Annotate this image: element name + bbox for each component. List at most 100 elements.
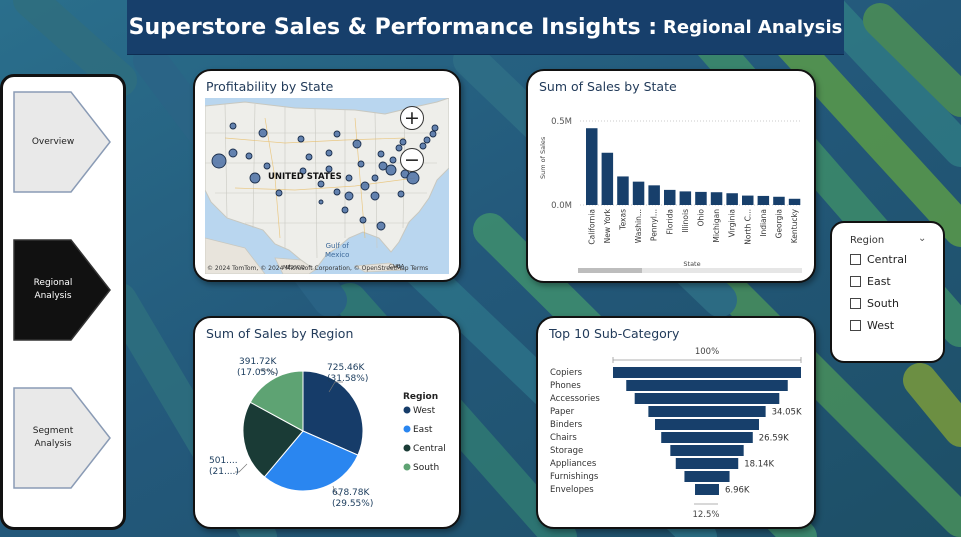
map-bubble[interactable] bbox=[423, 136, 431, 144]
slicer-option-east[interactable]: East bbox=[850, 275, 891, 288]
checkbox[interactable] bbox=[850, 254, 861, 265]
map-bubble[interactable] bbox=[275, 189, 283, 197]
checkbox[interactable] bbox=[850, 320, 861, 331]
bar-texas[interactable] bbox=[617, 176, 629, 205]
zoom-in-button[interactable]: + bbox=[400, 106, 424, 130]
map-bubble[interactable] bbox=[385, 164, 397, 176]
page-subtitle: Regional Analysis bbox=[663, 16, 843, 38]
map-bubble[interactable] bbox=[258, 128, 268, 138]
map-bubble[interactable] bbox=[357, 160, 365, 168]
map-bubble[interactable] bbox=[318, 199, 324, 205]
funnel-bar-chairs[interactable] bbox=[661, 432, 753, 443]
top-10-subcategory-funnel-chart[interactable]: 100% 12.5% Copiers Phones Accessories Paper… bbox=[538, 344, 814, 529]
horizontal-scrollbar-thumb[interactable] bbox=[578, 268, 642, 273]
funnel-bar-paper[interactable] bbox=[648, 406, 766, 417]
bar-ohio[interactable] bbox=[695, 191, 707, 205]
map-bubble[interactable] bbox=[378, 161, 388, 171]
nav-button-overview[interactable]: Overview bbox=[13, 91, 113, 193]
map-bubble[interactable] bbox=[344, 191, 354, 201]
slicer-option-south[interactable]: South bbox=[850, 297, 899, 310]
y-tick-label: 0.0M bbox=[551, 201, 572, 211]
nav-button-regional-analysis[interactable]: Regional Analysis bbox=[13, 239, 113, 341]
horizontal-scrollbar-track[interactable] bbox=[578, 268, 802, 273]
funnel-bar-envelopes[interactable] bbox=[695, 484, 719, 495]
map-bubble[interactable] bbox=[419, 142, 427, 150]
map-bubble[interactable] bbox=[352, 139, 362, 149]
map-bubble[interactable] bbox=[397, 190, 405, 198]
bar-kentucky[interactable] bbox=[788, 198, 801, 205]
bar-north-c[interactable] bbox=[742, 195, 754, 205]
map-bubble[interactable] bbox=[429, 130, 437, 138]
pie-slice-central[interactable] bbox=[242, 401, 304, 478]
funnel-bar-furnishings[interactable] bbox=[684, 471, 730, 482]
map-bubble[interactable] bbox=[345, 174, 353, 182]
bar-new-york[interactable] bbox=[601, 152, 614, 205]
funnel-category-label: Copiers bbox=[550, 368, 583, 378]
funnel-bar-appliances[interactable] bbox=[675, 458, 739, 469]
map-bubble[interactable] bbox=[299, 167, 307, 175]
slicer-option-central[interactable]: Central bbox=[850, 253, 907, 266]
bar-florida[interactable] bbox=[664, 189, 676, 205]
map-bubble[interactable] bbox=[360, 181, 370, 191]
bar-virginia[interactable] bbox=[726, 193, 738, 205]
legend-label-central[interactable]: Central bbox=[413, 444, 446, 454]
funnel-category-label: Binders bbox=[550, 420, 583, 430]
x-tick-label: Indiana bbox=[759, 209, 768, 237]
map-bubble[interactable] bbox=[211, 153, 227, 169]
checkbox[interactable] bbox=[850, 298, 861, 309]
funnel-bar-phones[interactable] bbox=[626, 380, 788, 391]
map-bubble[interactable] bbox=[317, 180, 325, 188]
map-bubble[interactable] bbox=[245, 152, 253, 160]
pie-slice-west[interactable] bbox=[302, 370, 364, 456]
map-bubble[interactable] bbox=[341, 206, 349, 214]
map-bubble[interactable] bbox=[228, 148, 238, 158]
x-tick-label: California bbox=[587, 209, 596, 245]
map-bubble[interactable] bbox=[325, 165, 333, 173]
map-bubble[interactable] bbox=[389, 156, 397, 164]
zoom-out-button[interactable]: − bbox=[400, 148, 424, 172]
legend-label-east[interactable]: East bbox=[413, 425, 433, 435]
funnel-bar-accessories[interactable] bbox=[634, 393, 780, 404]
map-bubble[interactable] bbox=[249, 172, 261, 184]
map-bubble[interactable] bbox=[377, 150, 385, 158]
bar-georgia[interactable] bbox=[773, 196, 785, 205]
sales-by-state-chart[interactable]: 0.5M 0.0M Sum of Sales State California N… bbox=[528, 97, 814, 281]
sales-by-region-pie-chart[interactable]: 725.46K (31.58%) 678.78K (29.55%) 501...… bbox=[195, 344, 459, 528]
nav-button-segment-analysis[interactable]: Segment Analysis bbox=[13, 387, 113, 489]
map-bubble[interactable] bbox=[431, 124, 439, 132]
map-bubble[interactable] bbox=[325, 149, 333, 157]
map-bubble[interactable] bbox=[305, 153, 313, 161]
map-bubble[interactable] bbox=[406, 171, 420, 185]
map-bubble[interactable] bbox=[229, 122, 237, 130]
bar-indiana[interactable] bbox=[757, 195, 770, 205]
map-bubble[interactable] bbox=[297, 135, 305, 143]
pie-slice-south[interactable] bbox=[249, 370, 304, 432]
bar-illinois[interactable] bbox=[679, 191, 692, 205]
funnel-bar-copiers[interactable] bbox=[613, 367, 801, 378]
map-bubble[interactable] bbox=[376, 221, 386, 231]
funnel-value-label: 6.96K bbox=[725, 486, 750, 496]
checkbox[interactable] bbox=[850, 276, 861, 287]
profitability-map[interactable]: UNITED STATES Gulf of Mexico CUBA MÉXICO … bbox=[205, 98, 449, 274]
map-bubble[interactable] bbox=[395, 144, 403, 152]
legend-label-south[interactable]: South bbox=[413, 463, 439, 473]
map-bubble[interactable] bbox=[370, 191, 380, 201]
funnel-bar-storage[interactable] bbox=[670, 445, 744, 456]
bar-california[interactable] bbox=[586, 128, 598, 205]
map-bubble[interactable] bbox=[399, 138, 407, 146]
map-bubble[interactable] bbox=[263, 162, 271, 170]
map-bubble[interactable] bbox=[333, 188, 341, 196]
map-bubble[interactable] bbox=[359, 216, 367, 224]
pie-slice-east[interactable] bbox=[263, 430, 359, 492]
funnel-category-label: Furnishings bbox=[550, 472, 599, 482]
map-bubble[interactable] bbox=[333, 130, 341, 138]
bar-pennyl[interactable] bbox=[648, 185, 660, 205]
bar-washin[interactable] bbox=[632, 181, 645, 205]
map-bubble[interactable] bbox=[371, 174, 379, 182]
slicer-option-west[interactable]: West bbox=[850, 319, 894, 332]
legend-label-west[interactable]: West bbox=[413, 406, 436, 416]
funnel-bar-binders[interactable] bbox=[655, 419, 759, 430]
map-label-united-states: UNITED STATES bbox=[268, 172, 342, 182]
chevron-down-icon[interactable]: ⌄ bbox=[918, 233, 927, 244]
bar-michigan[interactable] bbox=[710, 192, 723, 205]
